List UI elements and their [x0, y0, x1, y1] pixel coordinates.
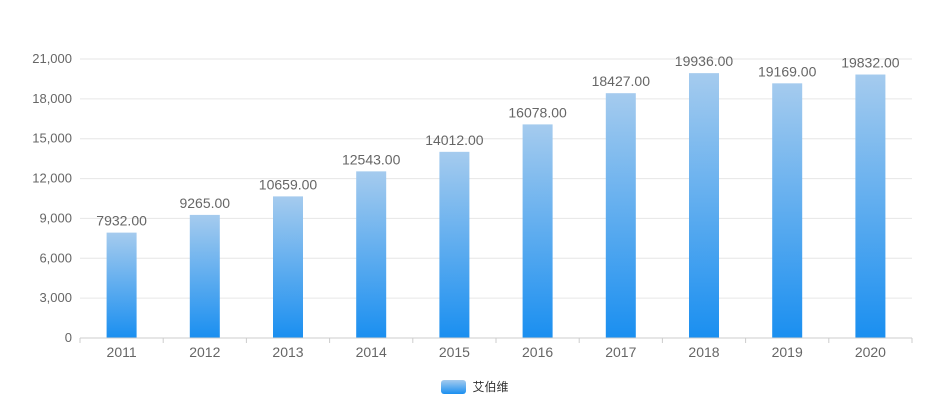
- bar[interactable]: [106, 232, 137, 338]
- legend[interactable]: 艾伯维: [0, 378, 950, 395]
- y-tick-label: 21,000: [32, 51, 72, 66]
- legend-label[interactable]: 艾伯维: [472, 380, 509, 394]
- x-tick-label: 2019: [772, 344, 803, 360]
- y-tick-label: 15,000: [32, 131, 72, 146]
- bar[interactable]: [356, 171, 387, 338]
- x-tick-label: 2011: [107, 344, 137, 360]
- y-tick-label: 12,000: [32, 171, 72, 186]
- bar[interactable]: [689, 73, 719, 339]
- data-label: 16078.00: [508, 104, 567, 120]
- data-label: 19832.00: [841, 55, 900, 71]
- x-tick-label: 2015: [439, 344, 470, 360]
- y-tick-label: 3,000: [39, 290, 72, 305]
- x-tick-label: 2016: [522, 344, 553, 360]
- bars: [106, 73, 886, 339]
- x-tick-label: 2013: [272, 344, 303, 360]
- bar[interactable]: [439, 151, 470, 338]
- data-label: 9265.00: [179, 195, 230, 211]
- x-tick-label: 2012: [189, 344, 220, 360]
- bar[interactable]: [189, 214, 220, 338]
- x-tick-label: 2017: [605, 344, 636, 360]
- y-tick-label: 6,000: [39, 250, 72, 265]
- y-tick-label: 9,000: [39, 210, 72, 225]
- y-axis: 0 3,000 6,000 9,000 12,000 15,000 18,000 21,000: [32, 51, 72, 345]
- y-tick-label: 0: [65, 330, 72, 345]
- x-tick-label: 2014: [356, 344, 387, 360]
- x-tick-label: 2020: [855, 344, 886, 360]
- bar[interactable]: [273, 196, 303, 338]
- bar[interactable]: [522, 124, 553, 338]
- data-label: 10659.00: [259, 176, 318, 192]
- data-label: 19169.00: [758, 63, 817, 79]
- y-tick-label: 18,000: [32, 91, 72, 106]
- x-axis: 2011 2012 2013 2014 2015 2016 2017 2018 2019 2020: [79, 337, 913, 360]
- data-label: 18427.00: [592, 73, 651, 89]
- bar[interactable]: [855, 74, 886, 339]
- data-label: 19936.00: [675, 53, 734, 69]
- data-labels: 7932.00 9265.00 10659.00 12543.00 14012.00 16…: [96, 53, 900, 228]
- data-label: 7932.00: [96, 213, 147, 229]
- x-tick-label: 2018: [688, 344, 719, 360]
- bar[interactable]: [772, 83, 803, 338]
- data-label: 14012.00: [425, 132, 484, 148]
- bar[interactable]: [605, 93, 636, 338]
- data-label: 12543.00: [342, 151, 401, 167]
- legend-swatch[interactable]: [441, 379, 467, 394]
